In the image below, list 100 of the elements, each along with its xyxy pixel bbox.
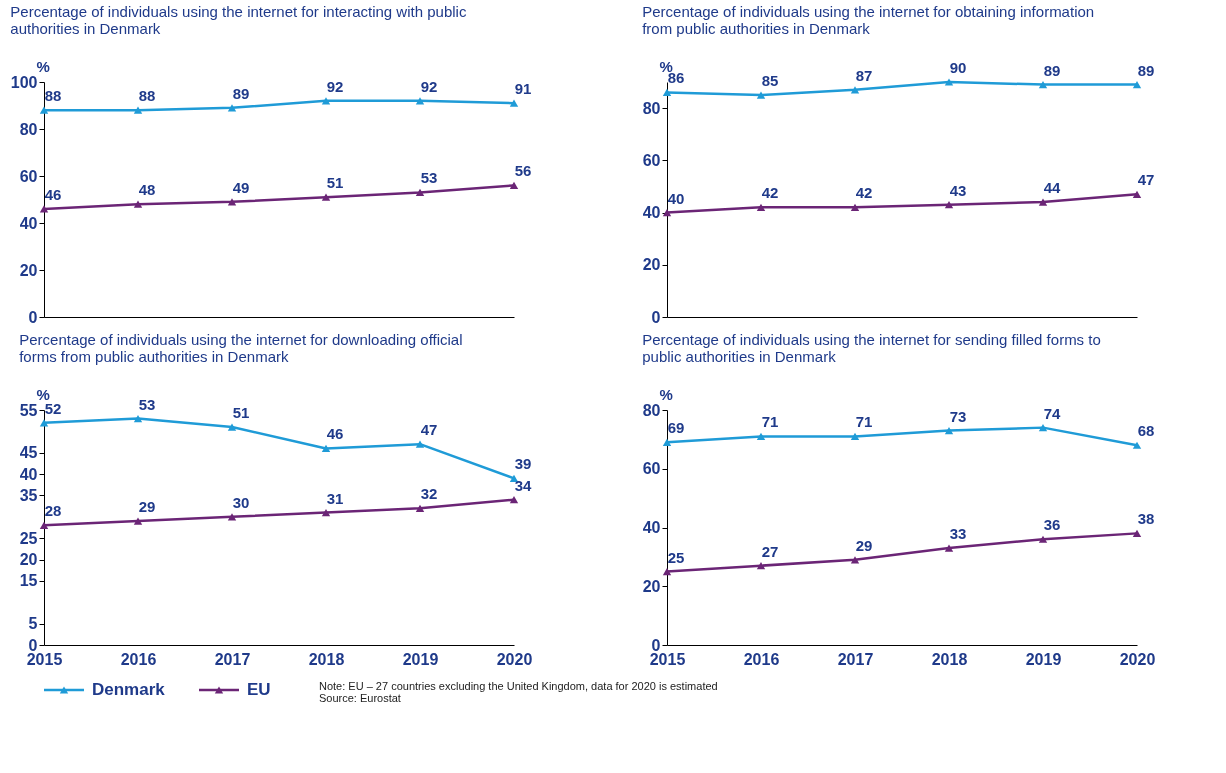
y-tick-label: 20 (642, 577, 661, 595)
point (1132, 190, 1142, 198)
data-label: 53 (420, 169, 438, 187)
point (944, 426, 954, 435)
data-label: 51 (326, 174, 344, 192)
point (850, 203, 860, 211)
y-tick-label: 20 (642, 256, 661, 274)
point (662, 567, 672, 576)
point (756, 203, 766, 211)
data-label: 44 (1043, 179, 1061, 197)
y-tick-label: 40 (642, 519, 661, 536)
y-tick-label: 35 (19, 486, 38, 504)
point (39, 106, 49, 114)
point (944, 201, 954, 209)
point (133, 517, 143, 525)
y-tick-label: 55 (19, 401, 38, 419)
y-tick-label: 80 (642, 99, 661, 117)
point (415, 97, 425, 105)
point (39, 205, 49, 213)
x-tick-label: 2017 (214, 650, 251, 668)
text: Note: EU – 27 countries excluding the United Kingdom, data for 2020 is estimated (319, 680, 718, 692)
data-label: 29 (138, 498, 156, 516)
point (509, 474, 519, 482)
data-label: 39 (514, 455, 532, 473)
x-tick-label: 2020 (1119, 650, 1156, 668)
data-label: 91 (514, 80, 532, 98)
data-label: 42 (855, 184, 873, 202)
point (415, 504, 425, 512)
x-tick-label: 2020 (496, 650, 533, 668)
point (321, 508, 331, 517)
y-tick-label: 40 (642, 204, 661, 222)
point (415, 188, 425, 197)
data-label: 92 (326, 77, 344, 95)
data-label: 89 (1043, 61, 1061, 79)
data-label: 25 (667, 548, 685, 566)
point (662, 208, 672, 217)
y-tick-label: 80 (19, 120, 38, 138)
data-label: 43 (949, 181, 967, 199)
data-label: 51 (232, 404, 250, 422)
source-note: Source: Eurostat (319, 692, 401, 704)
data-label: 89 (232, 84, 250, 102)
y-tick-label: 15 (19, 572, 38, 590)
point (1132, 80, 1142, 89)
point (415, 440, 425, 448)
x-tick-label: 2019 (402, 650, 439, 668)
point (850, 432, 860, 441)
data-label: 90 (949, 59, 967, 76)
data-label: 68 (1137, 422, 1155, 440)
point (756, 562, 766, 570)
data-label: 71 (761, 413, 779, 431)
point (321, 97, 331, 105)
point (756, 91, 766, 99)
point (756, 432, 766, 441)
point (1132, 529, 1142, 537)
point (1038, 80, 1048, 89)
data-label: 27 (761, 542, 779, 560)
data-label: 48 (138, 181, 156, 199)
point (509, 181, 519, 190)
x-tick-label: 2018 (931, 650, 968, 668)
data-label: 40 (667, 189, 685, 207)
y-tick-label: 20 (19, 261, 38, 279)
data-label: 71 (855, 413, 873, 431)
y-axis-title: % (36, 57, 50, 75)
y-tick-label: 60 (642, 460, 661, 478)
data-label: 87 (855, 66, 873, 84)
point (133, 200, 143, 208)
point (1038, 198, 1048, 206)
x-tick-label: 2018 (308, 650, 345, 668)
data-label: 56 (514, 162, 532, 180)
point (133, 106, 143, 114)
point (944, 78, 954, 86)
chart-title: Percentage of individuals using the internet for downloading official forms from public authorities in Denmark (19, 331, 463, 365)
y-tick-label: 100 (10, 73, 38, 91)
y-tick-label: 40 (19, 465, 38, 483)
data-label: 74 (1043, 404, 1061, 422)
y-axis-title: % (659, 385, 673, 403)
y-tick-label: 5 (28, 615, 38, 633)
data-label: 85 (761, 72, 779, 90)
y-tick-label: 45 (19, 444, 38, 462)
point (1038, 424, 1048, 432)
y-tick-label: 0 (28, 308, 38, 326)
x-tick-label: 2016 (743, 650, 780, 668)
point (227, 423, 237, 431)
data-label: 42 (761, 184, 779, 202)
data-label: 46 (44, 185, 62, 203)
point (321, 193, 331, 201)
data-label: 32 (420, 485, 438, 503)
data-label: 47 (420, 421, 438, 439)
data-label: 49 (232, 178, 250, 196)
point (850, 556, 860, 564)
point (509, 99, 519, 107)
x-tick-label: 2017 (837, 650, 874, 668)
data-label: 73 (949, 407, 967, 425)
data-label: 89 (1137, 61, 1155, 79)
y-tick-label: 20 (19, 551, 38, 569)
y-tick-label: 60 (642, 151, 661, 169)
data-label: 38 (1137, 510, 1155, 528)
point (133, 414, 143, 423)
y-tick-label: 25 (19, 529, 38, 547)
data-label: 53 (138, 395, 156, 413)
